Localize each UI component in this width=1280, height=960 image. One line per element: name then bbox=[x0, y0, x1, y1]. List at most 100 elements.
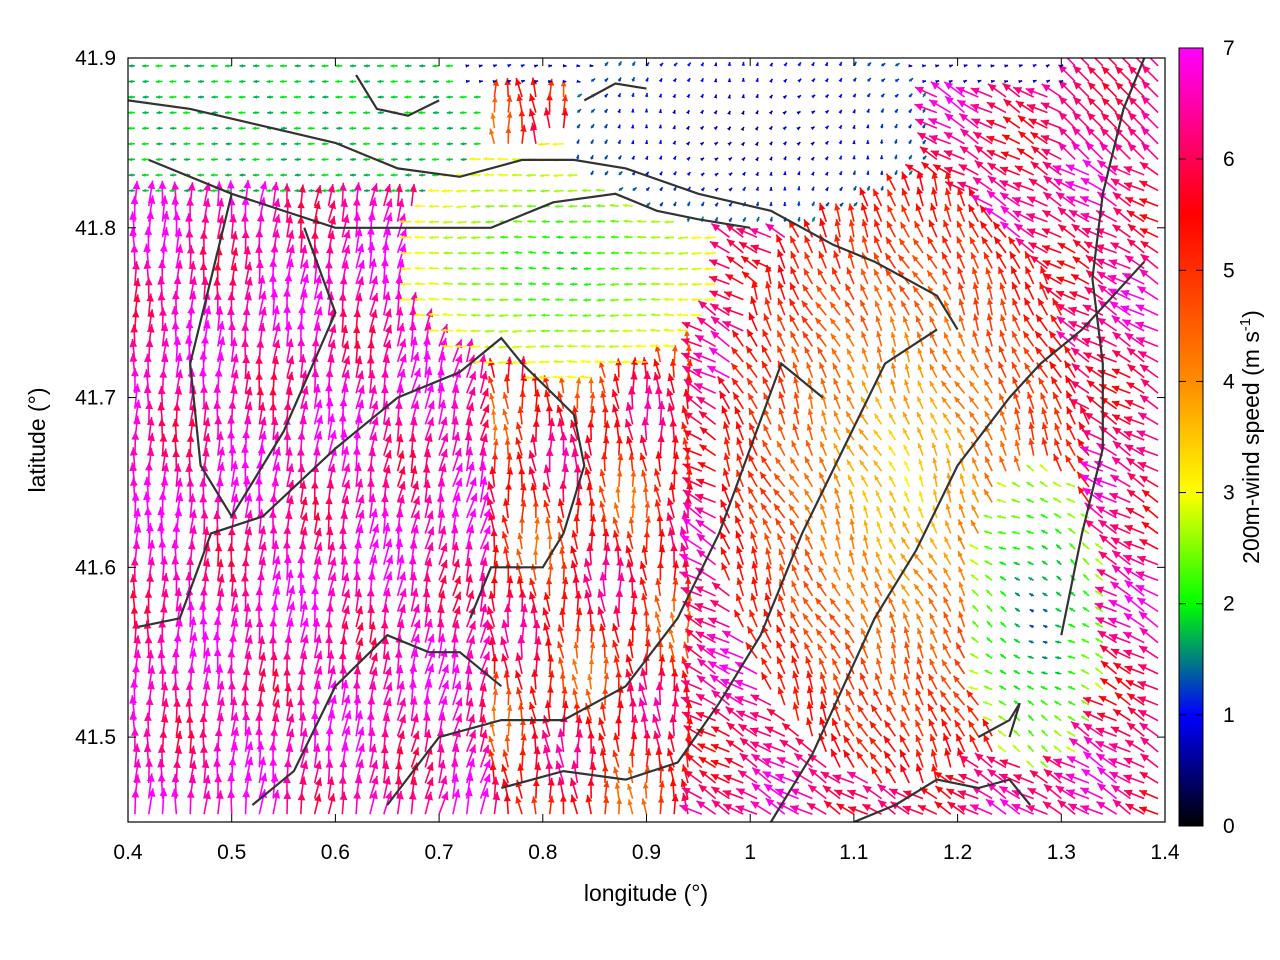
wind-vector-head bbox=[397, 681, 405, 690]
wind-vector-head bbox=[875, 566, 880, 573]
wind-vector-head bbox=[625, 545, 633, 554]
wind-vector-head bbox=[599, 623, 606, 632]
wind-vector-head bbox=[690, 313, 695, 317]
wind-vector-head bbox=[1125, 739, 1135, 748]
wind-vector-head bbox=[1115, 692, 1123, 700]
wind-vector-head bbox=[501, 778, 509, 787]
wind-vector-head bbox=[609, 329, 613, 333]
wind-vector-head bbox=[778, 407, 785, 415]
wind-vector-head bbox=[884, 751, 891, 759]
wind-vector-head bbox=[682, 559, 690, 568]
wind-vector-head bbox=[285, 386, 293, 396]
wind-vector-head bbox=[340, 429, 348, 438]
wind-vector-head bbox=[1069, 738, 1079, 747]
wind-vector-head bbox=[213, 743, 222, 752]
wind-vector-head bbox=[284, 683, 292, 692]
wind-vector-head bbox=[385, 682, 393, 692]
wind-vector-head bbox=[848, 550, 854, 557]
wind-vector-head bbox=[627, 638, 634, 647]
wind-vector-head bbox=[552, 375, 557, 379]
wind-vector-head bbox=[160, 556, 168, 565]
wind-vector-head bbox=[1013, 654, 1018, 659]
wind-vector-head bbox=[762, 771, 772, 779]
wind-vector-head bbox=[271, 356, 280, 365]
wind-vector-head bbox=[1055, 671, 1060, 675]
wind-vector-head bbox=[696, 644, 706, 653]
wind-vector-head bbox=[751, 576, 758, 585]
wind-vector-head bbox=[612, 750, 619, 758]
wind-vector-head bbox=[833, 566, 839, 573]
wind-vector-head bbox=[395, 307, 404, 316]
wind-vector-head bbox=[889, 673, 896, 681]
wind-vector-head bbox=[454, 713, 463, 723]
wind-vector-head bbox=[202, 526, 210, 536]
wind-vector-head bbox=[916, 657, 923, 665]
wind-vector-head bbox=[914, 584, 920, 590]
wind-vector-head bbox=[1097, 630, 1107, 639]
wind-vector-head bbox=[547, 795, 555, 803]
wind-vector-head bbox=[497, 360, 502, 365]
wind-vector-head bbox=[928, 673, 935, 681]
wind-vector-head bbox=[869, 737, 877, 745]
wind-vector-head bbox=[287, 601, 296, 611]
wind-vector-head bbox=[144, 353, 152, 362]
wind-vector-head bbox=[1053, 772, 1063, 780]
wind-vector-head bbox=[1139, 722, 1149, 731]
wind-vector-head bbox=[834, 488, 840, 494]
wind-vector-head bbox=[667, 527, 676, 536]
wind-vector-head bbox=[954, 720, 962, 728]
wind-vector-head bbox=[901, 705, 908, 712]
wind-vector-head bbox=[1125, 680, 1135, 687]
wind-vector-head bbox=[453, 492, 461, 502]
wind-vector-head bbox=[915, 749, 923, 757]
wind-vector-head bbox=[519, 516, 525, 523]
wind-vector-head bbox=[589, 641, 596, 649]
wind-vector-head bbox=[777, 671, 784, 680]
wind-vector-head bbox=[185, 335, 193, 344]
wind-vector-head bbox=[904, 656, 910, 664]
wind-vector-head bbox=[746, 346, 753, 354]
wind-vector-head bbox=[792, 670, 799, 679]
wind-vector-head bbox=[613, 605, 621, 614]
wind-vector-head bbox=[470, 493, 478, 502]
wind-vector-head bbox=[833, 673, 839, 681]
wind-vector-head bbox=[653, 697, 661, 707]
wind-vector-head bbox=[1054, 686, 1059, 690]
wind-vector-head bbox=[501, 764, 508, 773]
wind-vector-head bbox=[171, 788, 179, 797]
wind-vector-head bbox=[501, 515, 508, 523]
wind-vector-head bbox=[711, 726, 720, 734]
wind-vector-head bbox=[611, 389, 619, 398]
wind-vector-head bbox=[613, 766, 619, 774]
wind-vector-head bbox=[1082, 542, 1086, 547]
wind-vector-head bbox=[231, 712, 239, 722]
wind-vector-head bbox=[481, 619, 490, 629]
wind-vector-head bbox=[468, 508, 477, 518]
wind-vector-head bbox=[602, 687, 609, 694]
wind-vector-head bbox=[505, 688, 512, 695]
wind-vector-head bbox=[231, 727, 240, 737]
wind-vector-head bbox=[528, 702, 536, 710]
wind-vector-head bbox=[944, 536, 949, 543]
wind-vector-head bbox=[903, 672, 910, 680]
wind-vector-head bbox=[626, 559, 634, 568]
wind-vector-head bbox=[765, 577, 772, 585]
wind-vector-head bbox=[381, 508, 389, 517]
wind-vector-head bbox=[930, 537, 935, 543]
wind-vector-head bbox=[492, 671, 499, 679]
wind-vector-head bbox=[987, 621, 991, 626]
wind-vector-head bbox=[580, 344, 585, 348]
wind-vector-head bbox=[652, 714, 660, 723]
wind-vector-head bbox=[953, 675, 960, 683]
wind-vector-head bbox=[597, 589, 605, 598]
wind-vector-head bbox=[968, 720, 975, 728]
wind-vector-head bbox=[986, 637, 991, 642]
wind-vector-head bbox=[370, 637, 378, 647]
wind-vector-head bbox=[1137, 696, 1147, 704]
wind-vector-head bbox=[657, 401, 666, 410]
wind-vector-head bbox=[706, 633, 716, 641]
wind-vector-head bbox=[968, 686, 973, 690]
wind-vector-head bbox=[917, 642, 923, 649]
wind-vector-head bbox=[245, 510, 253, 519]
wind-vector-head bbox=[616, 557, 624, 566]
